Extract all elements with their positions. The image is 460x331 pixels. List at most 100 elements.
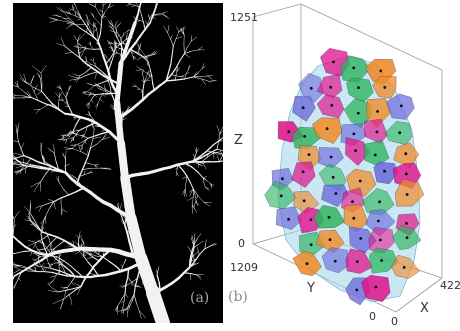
tree-branch-segment bbox=[65, 149, 69, 150]
tree-branch-segment bbox=[95, 126, 98, 127]
tree-branch-segment bbox=[15, 161, 18, 162]
cell-seed-point bbox=[287, 130, 290, 133]
tree-branch-segment bbox=[204, 66, 206, 68]
tree-branch-segment bbox=[60, 85, 61, 87]
tree-branch-segment bbox=[171, 75, 176, 76]
tree-branch-segment bbox=[61, 304, 63, 309]
tree-branch-segment bbox=[17, 167, 21, 168]
tree-branch-segment bbox=[86, 59, 87, 61]
tree-branch-segment bbox=[76, 79, 78, 82]
cell-seed-point bbox=[383, 86, 386, 89]
tree-branch-segment bbox=[13, 164, 15, 166]
tree-branch-segment bbox=[140, 89, 143, 91]
tree-branch-segment bbox=[53, 144, 54, 149]
frame-top-back bbox=[253, 4, 301, 17]
tree-branch-segment bbox=[13, 140, 15, 141]
tree-branch-segment bbox=[48, 284, 53, 288]
tree-branch-segment bbox=[23, 251, 32, 252]
tree-branch-segment bbox=[65, 114, 73, 115]
tree-branch-segment bbox=[71, 300, 72, 305]
tree-branch-segment bbox=[91, 86, 95, 89]
tree-branch-segment bbox=[59, 266, 60, 275]
tree-branch-segment bbox=[183, 170, 187, 176]
tree-branch-segment bbox=[137, 43, 138, 46]
tree-branch-segment bbox=[16, 278, 19, 284]
tree-branch-segment bbox=[126, 36, 127, 39]
tree-branch-segment bbox=[76, 38, 78, 41]
tree-branch-segment bbox=[148, 62, 150, 69]
tree-branch-segment bbox=[88, 173, 90, 174]
tree-branch-segment bbox=[13, 228, 14, 237]
tree-branch-segment bbox=[13, 162, 15, 163]
cell-seed-point bbox=[378, 200, 381, 203]
tree-branch-segment bbox=[109, 83, 110, 88]
tree-branch-segment bbox=[103, 257, 109, 262]
tree-branch-segment bbox=[189, 66, 190, 68]
tree-branch-segment bbox=[41, 73, 42, 82]
cell-seed-point bbox=[287, 218, 290, 221]
cell-seed-point bbox=[303, 135, 306, 138]
tree-branch-segment bbox=[117, 53, 121, 55]
tree-branch-segment bbox=[67, 92, 68, 93]
tree-branch-segment bbox=[59, 7, 61, 9]
tree-branch-segment bbox=[42, 204, 48, 206]
tree-branch-segment bbox=[79, 49, 81, 50]
tree-branch-segment bbox=[69, 295, 71, 300]
tree-branch-segment bbox=[108, 26, 110, 28]
tree-branch-segment bbox=[128, 269, 129, 277]
tree-branch-segment bbox=[115, 308, 116, 311]
tree-branch-segment bbox=[92, 95, 95, 99]
tree-branch-segment bbox=[201, 76, 208, 77]
tree-branch-segment bbox=[115, 27, 118, 33]
tree-branch-segment bbox=[148, 90, 154, 95]
tree-branch-segment bbox=[88, 148, 90, 155]
tree-branch-segment bbox=[55, 244, 60, 248]
tree-branch-segment bbox=[134, 84, 136, 85]
tree-branch-segment bbox=[96, 7, 99, 12]
tree-branch-segment bbox=[207, 188, 209, 189]
cell-seed-point bbox=[377, 220, 380, 223]
tree-branch-segment bbox=[212, 185, 214, 186]
tree-branch-segment bbox=[77, 236, 78, 238]
tree-branch-segment bbox=[121, 265, 122, 266]
tree-branch-segment bbox=[86, 49, 94, 50]
tree-branch-segment bbox=[214, 140, 221, 145]
tree-branch-segment bbox=[188, 246, 190, 250]
tree-branch-segment bbox=[194, 209, 197, 213]
tree-branch-segment bbox=[86, 114, 88, 115]
tree-branch-segment bbox=[175, 79, 184, 80]
tree-branch-segment bbox=[93, 31, 94, 36]
tree-branch-segment bbox=[183, 28, 184, 32]
tree-branch-segment bbox=[75, 253, 77, 255]
tree-branch-segment bbox=[97, 137, 101, 138]
tree-branch-segment bbox=[70, 24, 73, 25]
tree-branch-segment bbox=[165, 12, 167, 13]
tree-branch-segment bbox=[73, 241, 74, 244]
tree-branch-segment bbox=[191, 274, 197, 275]
tree-branch-segment bbox=[89, 44, 90, 45]
cell-seed-point bbox=[335, 192, 338, 195]
tree-branch-segment bbox=[156, 3, 159, 7]
tree-branch-segment bbox=[122, 263, 124, 267]
tree-branch-segment bbox=[184, 273, 191, 274]
tree-branch-segment bbox=[20, 280, 21, 281]
tree-branch-segment bbox=[20, 166, 23, 167]
tree-branch-segment bbox=[53, 301, 58, 303]
tree-branch-segment bbox=[217, 156, 218, 159]
tree-branch-segment bbox=[21, 149, 24, 156]
tree-branch-segment bbox=[206, 240, 207, 245]
tree-branch-segment bbox=[176, 61, 180, 68]
cell-seed-point bbox=[352, 217, 355, 220]
cell-seed-point bbox=[352, 67, 355, 70]
tree-branch-segment bbox=[87, 258, 90, 259]
cell-seed-point bbox=[406, 236, 409, 239]
tree-branch-segment bbox=[37, 93, 39, 95]
tree-branch-segment bbox=[178, 174, 179, 176]
tree-branch-segment bbox=[187, 176, 190, 182]
tree-branch-segment bbox=[198, 172, 203, 178]
tree-branch-segment bbox=[211, 185, 212, 187]
tree-branch-segment bbox=[187, 56, 190, 58]
tree-branch-segment bbox=[49, 235, 57, 238]
tree-branch-segment bbox=[85, 142, 86, 143]
tree-branch-segment bbox=[81, 117, 89, 119]
